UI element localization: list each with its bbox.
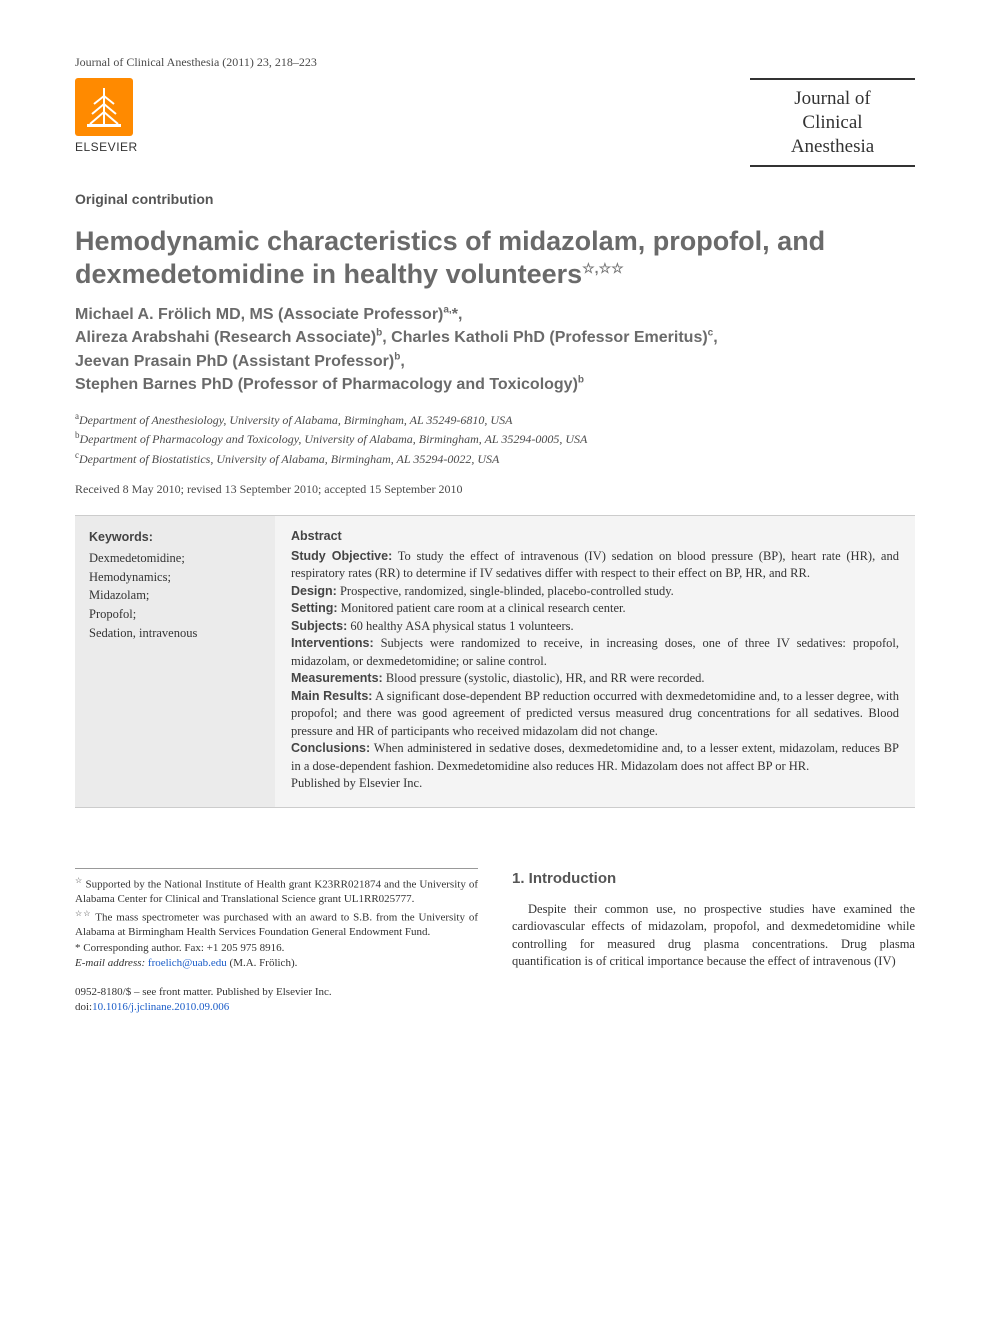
- title-text: Hemodynamic characteristics of midazolam…: [75, 226, 825, 289]
- journal-title-box: Journal of Clinical Anesthesia: [750, 78, 915, 167]
- article-type: Original contribution: [75, 191, 915, 207]
- running-citation: Journal of Clinical Anesthesia (2011) 23…: [75, 55, 915, 70]
- affiliation: bDepartment of Pharmacology and Toxicolo…: [75, 429, 915, 448]
- keyword: Hemodynamics;: [89, 568, 261, 587]
- abstract-item: Design: Prospective, randomized, single-…: [291, 583, 899, 601]
- abstract-block: Keywords: Dexmedetomidine;Hemodynamics;M…: [75, 515, 915, 808]
- abstract-heading: Abstract: [291, 528, 899, 546]
- keyword: Dexmedetomidine;: [89, 549, 261, 568]
- introduction-heading: 1. Introduction: [512, 868, 915, 889]
- elsevier-tree-icon: [75, 78, 133, 136]
- abstract-publisher-line: Published by Elsevier Inc.: [291, 775, 899, 793]
- header-row: ELSEVIER Journal of Clinical Anesthesia: [75, 78, 915, 167]
- footnote-funding: ☆ Supported by the National Institute of…: [75, 875, 478, 908]
- abstract-item: Conclusions: When administered in sedati…: [291, 740, 899, 775]
- footnote-equipment: ☆☆ The mass spectrometer was purchased w…: [75, 908, 478, 941]
- journal-line: Anesthesia: [750, 135, 915, 159]
- abstract-item: Main Results: A significant dose-depende…: [291, 688, 899, 741]
- abstract-item: Setting: Monitored patient care room at …: [291, 600, 899, 618]
- introduction-paragraph: Despite their common use, no prospective…: [512, 901, 915, 971]
- title-footnote-marks: ☆,☆☆: [582, 260, 624, 276]
- journal-line: Clinical: [750, 111, 915, 135]
- footnote-email: E-mail address: froelich@uab.edu (M.A. F…: [75, 956, 478, 971]
- doi-link[interactable]: 10.1016/j.jclinane.2010.09.006: [92, 1001, 229, 1013]
- affiliation: aDepartment of Anesthesiology, Universit…: [75, 410, 915, 429]
- doi-line: doi:10.1016/j.jclinane.2010.09.006: [75, 1000, 478, 1015]
- email-link[interactable]: froelich@uab.edu: [148, 957, 227, 969]
- abstract-item: Subjects: 60 healthy ASA physical status…: [291, 618, 899, 636]
- journal-line: Journal of: [750, 87, 915, 111]
- issn-line: 0952-8180/$ – see front matter. Publishe…: [75, 985, 478, 1000]
- affiliations: aDepartment of Anesthesiology, Universit…: [75, 410, 915, 468]
- keywords-heading: Keywords:: [89, 528, 261, 547]
- footnotes: ☆ Supported by the National Institute of…: [75, 868, 478, 971]
- keyword: Sedation, intravenous: [89, 624, 261, 643]
- left-column: ☆ Supported by the National Institute of…: [75, 868, 478, 1016]
- affiliation: cDepartment of Biostatistics, University…: [75, 449, 915, 468]
- body-columns: ☆ Supported by the National Institute of…: [75, 868, 915, 1016]
- keyword: Propofol;: [89, 605, 261, 624]
- abstract-item: Measurements: Blood pressure (systolic, …: [291, 670, 899, 688]
- article-title: Hemodynamic characteristics of midazolam…: [75, 225, 915, 291]
- abstract-item: Interventions: Subjects were randomized …: [291, 635, 899, 670]
- abstract-item: Study Objective: To study the effect of …: [291, 548, 899, 583]
- keywords-box: Keywords: Dexmedetomidine;Hemodynamics;M…: [75, 516, 275, 807]
- abstract-box: Abstract Study Objective: To study the e…: [275, 516, 915, 807]
- publisher-block: ELSEVIER: [75, 78, 138, 154]
- footnote-corresponding: * Corresponding author. Fax: +1 205 975 …: [75, 941, 478, 956]
- right-column: 1. Introduction Despite their common use…: [512, 868, 915, 1016]
- keyword: Midazolam;: [89, 586, 261, 605]
- article-history: Received 8 May 2010; revised 13 Septembe…: [75, 482, 915, 497]
- publisher-name: ELSEVIER: [75, 140, 138, 154]
- author-list: Michael A. Frölich MD, MS (Associate Pro…: [75, 303, 915, 396]
- footer-meta: 0952-8180/$ – see front matter. Publishe…: [75, 985, 478, 1016]
